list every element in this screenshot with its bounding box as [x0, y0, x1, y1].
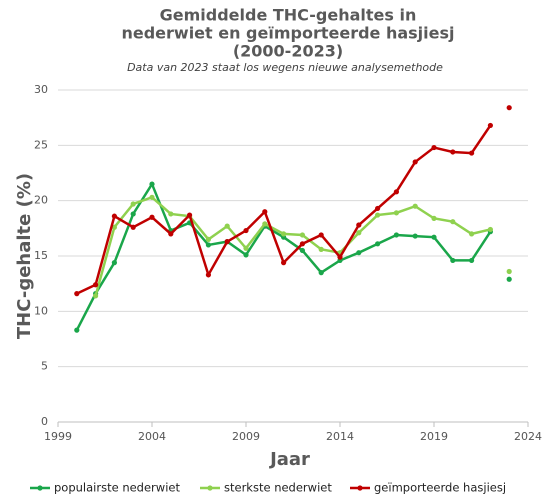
data-point	[299, 241, 305, 247]
data-point	[356, 222, 362, 228]
data-point	[111, 213, 117, 219]
x-tick-label: 2024	[514, 430, 542, 443]
data-point	[93, 293, 99, 299]
data-point	[450, 149, 456, 155]
legend-marker	[357, 485, 363, 491]
y-tick-label: 10	[34, 304, 48, 317]
legend-marker	[207, 485, 213, 491]
legend-marker	[37, 485, 43, 491]
data-point	[318, 270, 324, 276]
data-point	[506, 276, 512, 282]
data-point	[243, 252, 249, 258]
x-tick-label: 2014	[326, 430, 354, 443]
data-point	[243, 227, 249, 234]
data-point	[149, 181, 155, 187]
y-tick-label: 5	[41, 360, 48, 373]
chart-title: nederwiet en geïmporteerde hasjiesj	[121, 24, 454, 43]
data-point	[412, 233, 418, 239]
data-point	[74, 327, 80, 333]
data-point	[469, 257, 475, 264]
x-tick-label: 2019	[420, 430, 448, 443]
legend-label: geïmporteerde hasjiesj	[374, 481, 506, 495]
data-point	[262, 221, 268, 227]
data-point	[469, 150, 475, 156]
data-point	[111, 224, 117, 230]
x-tick-label: 2004	[138, 430, 166, 443]
x-tick-label: 1999	[44, 430, 72, 443]
data-point	[93, 282, 99, 288]
data-point	[130, 211, 136, 217]
data-point	[205, 272, 211, 278]
data-point	[393, 189, 399, 195]
data-point	[412, 203, 418, 209]
data-point	[318, 232, 324, 238]
data-point	[487, 226, 493, 233]
data-point	[393, 232, 399, 238]
data-point	[318, 246, 324, 252]
data-point	[205, 236, 211, 242]
data-point	[224, 239, 230, 245]
data-point	[74, 291, 80, 297]
data-point	[356, 230, 362, 236]
data-point	[281, 231, 287, 237]
data-point	[375, 205, 381, 212]
y-tick-label: 0	[41, 415, 48, 428]
data-point	[450, 219, 456, 225]
data-point	[130, 201, 136, 207]
data-point	[149, 214, 155, 220]
data-point	[393, 210, 399, 216]
data-point	[431, 215, 437, 221]
series-line	[75, 181, 492, 331]
data-point	[149, 194, 155, 200]
data-point	[506, 268, 512, 275]
chart-subtitle: Data van 2023 staat los wegens nieuwe an…	[127, 61, 443, 74]
series-line	[94, 195, 491, 297]
data-point	[262, 209, 268, 215]
data-point	[337, 254, 343, 260]
data-point	[111, 260, 117, 266]
data-point	[299, 247, 305, 254]
legend-label: sterkste nederwiet	[224, 481, 332, 495]
data-point	[130, 224, 136, 230]
data-point	[431, 234, 437, 240]
data-point	[412, 159, 418, 165]
y-tick-label: 25	[34, 138, 48, 151]
y-tick-label: 30	[34, 83, 48, 96]
data-point	[168, 211, 174, 217]
y-axis-label: THC-gehalte (%)	[14, 173, 35, 339]
series-line	[76, 124, 492, 295]
legend-label: populairste nederwiet	[54, 481, 180, 495]
chart-title: (2000-2023)	[233, 42, 343, 61]
data-point	[375, 241, 381, 247]
y-tick-label: 20	[34, 194, 48, 207]
data-point	[168, 231, 174, 237]
chart-title: Gemiddelde THC-gehaltes in	[160, 6, 417, 25]
data-point	[281, 260, 287, 266]
x-tick-label: 2009	[232, 430, 260, 443]
data-point	[487, 122, 493, 129]
data-point	[450, 257, 456, 264]
data-point	[243, 245, 249, 251]
data-point	[299, 232, 305, 238]
x-axis-label: Jaar	[268, 449, 310, 470]
data-point	[506, 105, 512, 111]
data-point	[356, 250, 362, 256]
data-point	[431, 144, 437, 151]
data-point	[469, 231, 475, 237]
y-tick-label: 15	[34, 249, 48, 262]
data-point	[375, 212, 381, 218]
data-point	[187, 212, 193, 218]
data-point	[224, 223, 230, 229]
data-point	[205, 242, 211, 248]
